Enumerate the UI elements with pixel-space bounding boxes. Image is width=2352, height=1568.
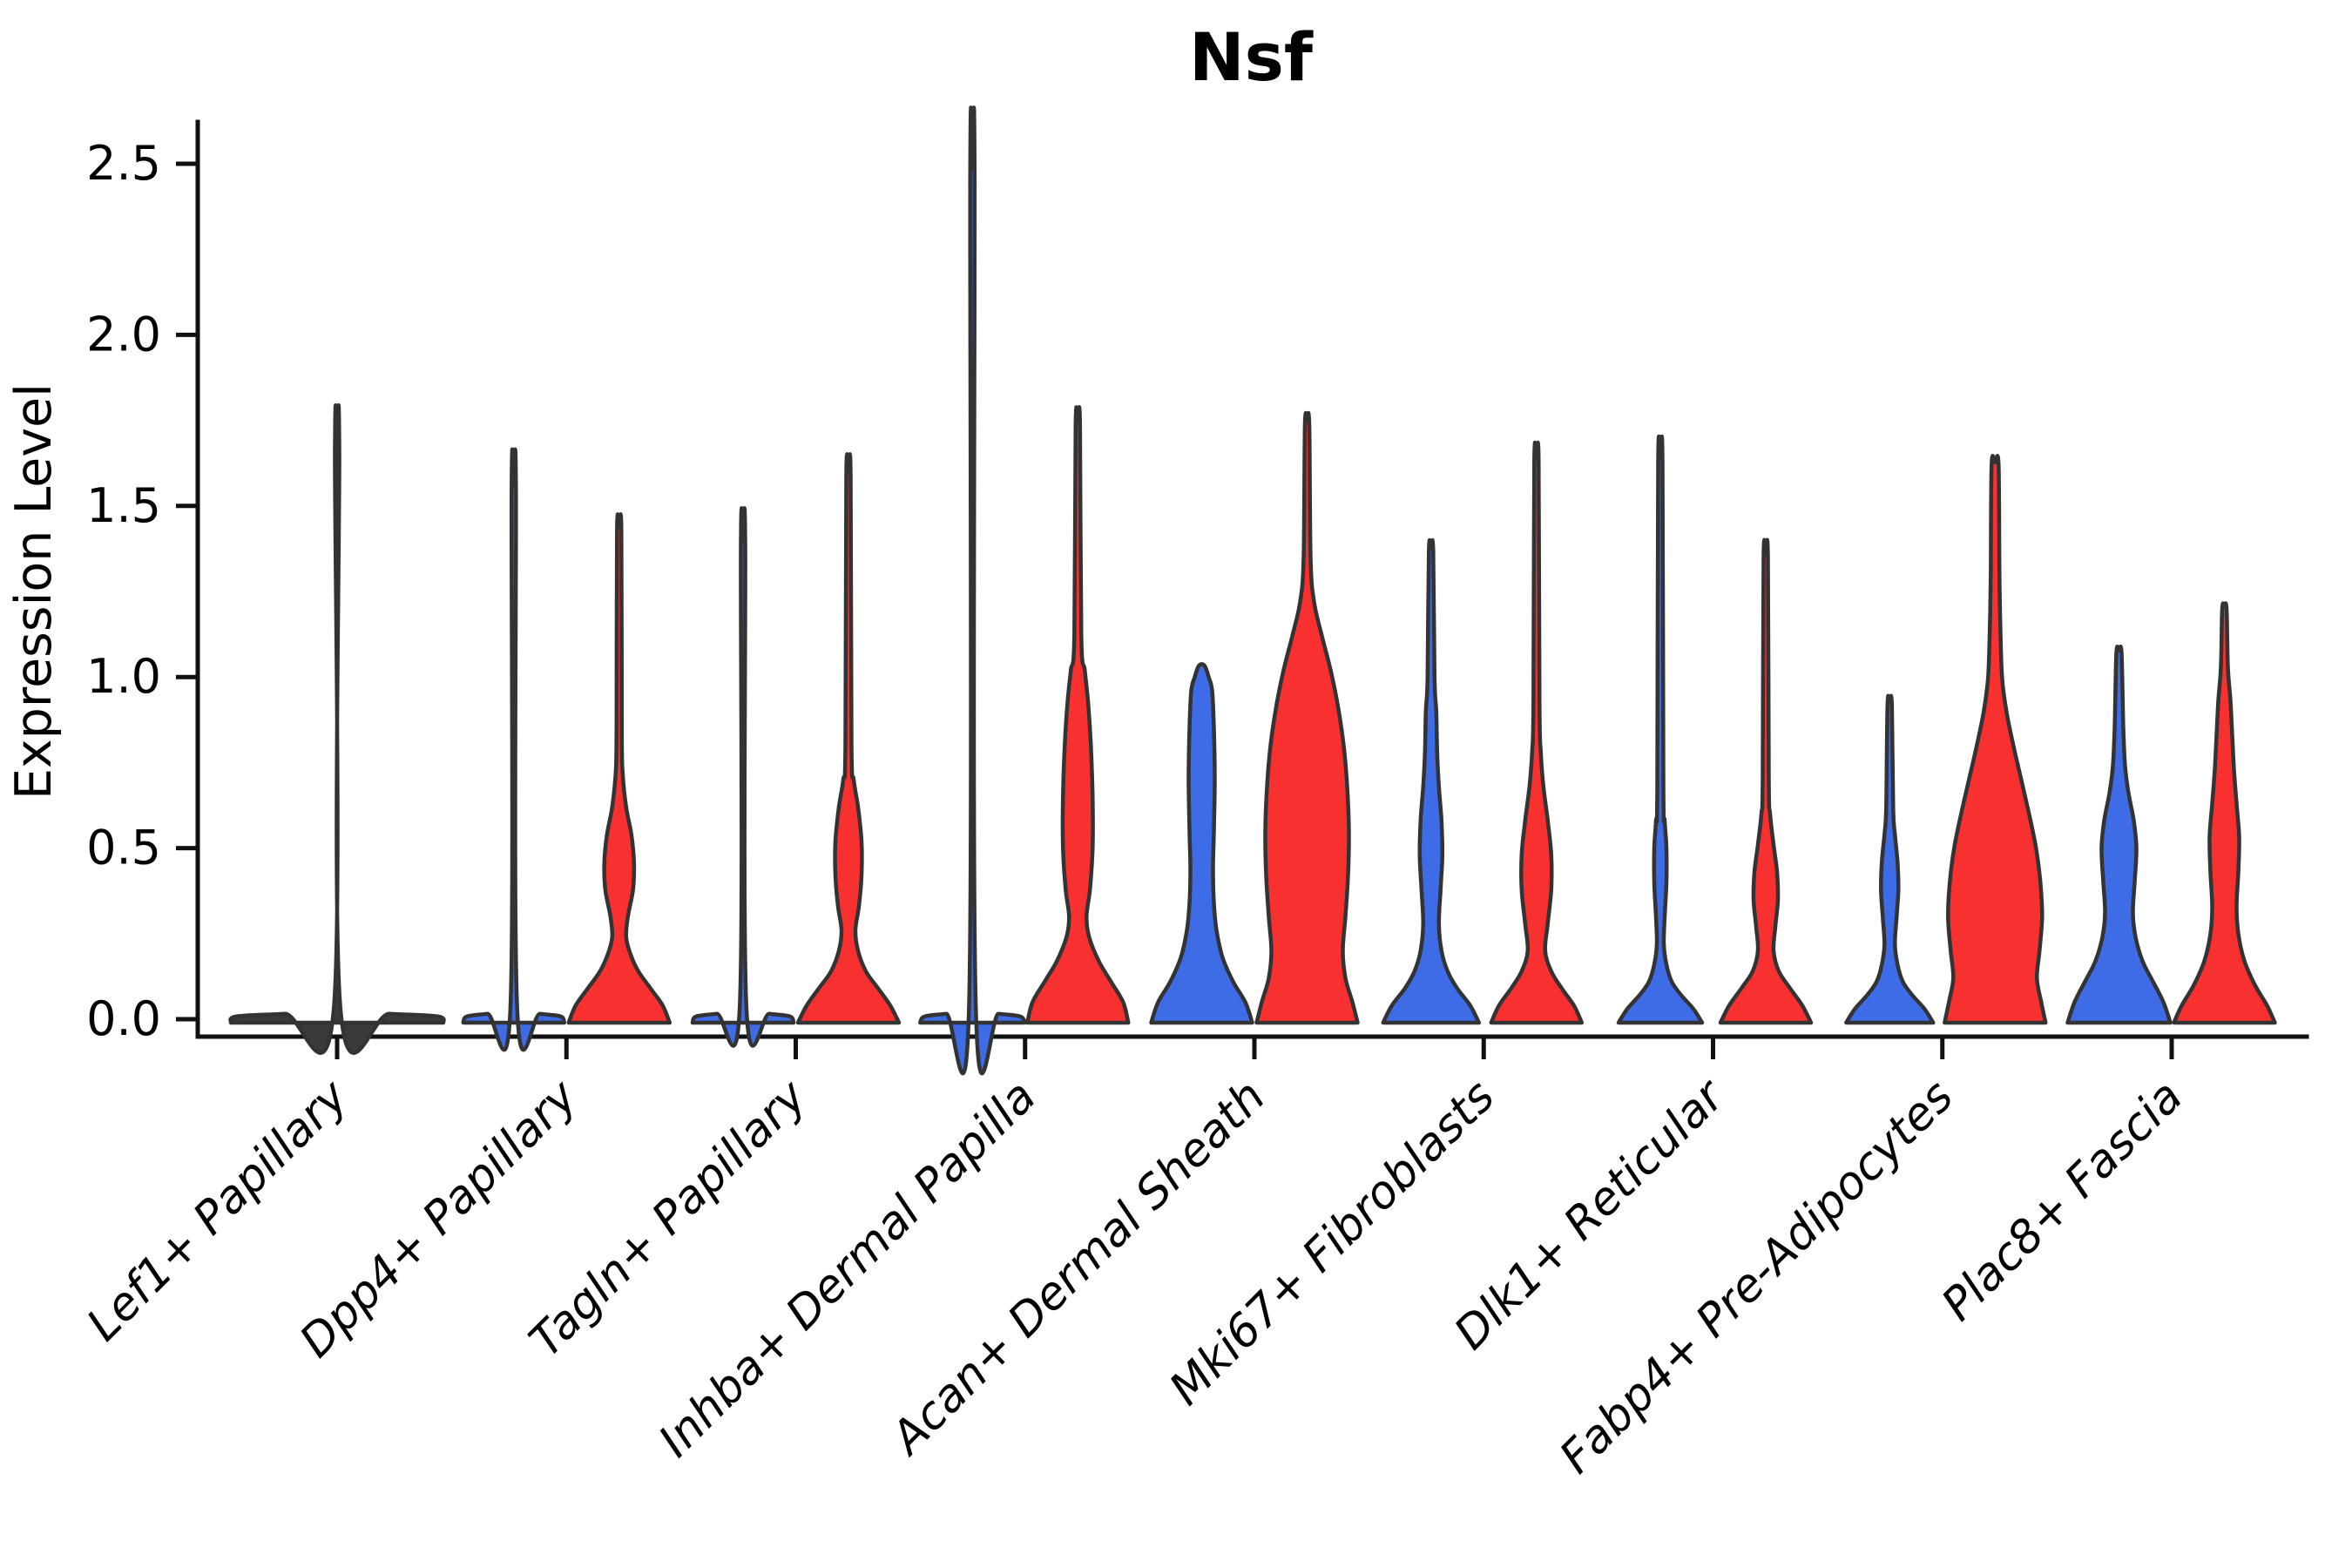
violin-right-dpp4-papillary: [566, 512, 672, 1025]
violin-left-acan-dermal-sheath: [1149, 662, 1254, 1025]
x-tick-label: Inhba+ Dermal Papilla: [649, 1071, 1046, 1468]
axis-spines: [195, 119, 2309, 1039]
y-tick-label: 0.5: [86, 821, 161, 875]
violin-right-mki67-fibroblasts: [1489, 441, 1585, 1025]
violin-right-acan-dermal-sheath: [1254, 410, 1360, 1025]
violin-left-dlk1-reticular: [1616, 434, 1705, 1025]
violin-left-inhba-dermal-papilla: [918, 105, 1027, 1076]
x-tick-label: Fabp4+ Pre-Adipocytes: [1550, 1071, 1963, 1484]
violin-right-inhba-dermal-papilla: [1025, 405, 1131, 1025]
violin-single-lef1-papillary: [228, 402, 446, 1055]
chart-title: Nsf: [1189, 18, 1314, 96]
y-tick-label: 1.0: [86, 649, 161, 704]
violin-left-dpp4-papillary: [461, 447, 567, 1052]
x-tick-label: Plac8+ Fascia: [1932, 1071, 2193, 1331]
violin-right-tagln-papillary: [795, 452, 902, 1025]
violin-right-dlk1-reticular: [1718, 537, 1814, 1025]
violin-left-mki67-fibroblasts: [1381, 537, 1482, 1025]
violin-right-plac8-fascia: [2172, 601, 2277, 1025]
y-tick-label: 2.0: [86, 307, 161, 362]
violin-right-fabp4-pre-adipocytes: [1943, 454, 2048, 1025]
y-tick-label: 2.5: [86, 136, 161, 191]
y-tick-label: 0.0: [86, 991, 161, 1046]
y-tick-label: 1.5: [86, 478, 161, 533]
violin-left-tagln-papillary: [690, 506, 796, 1048]
x-tick-label: Acan+ Dermal Sheath: [880, 1071, 1275, 1466]
violin-left-fabp4-pre-adipocytes: [1844, 693, 1936, 1025]
violin-left-plac8-fascia: [2065, 644, 2173, 1025]
y-axis-label: Expression Level: [5, 383, 63, 800]
